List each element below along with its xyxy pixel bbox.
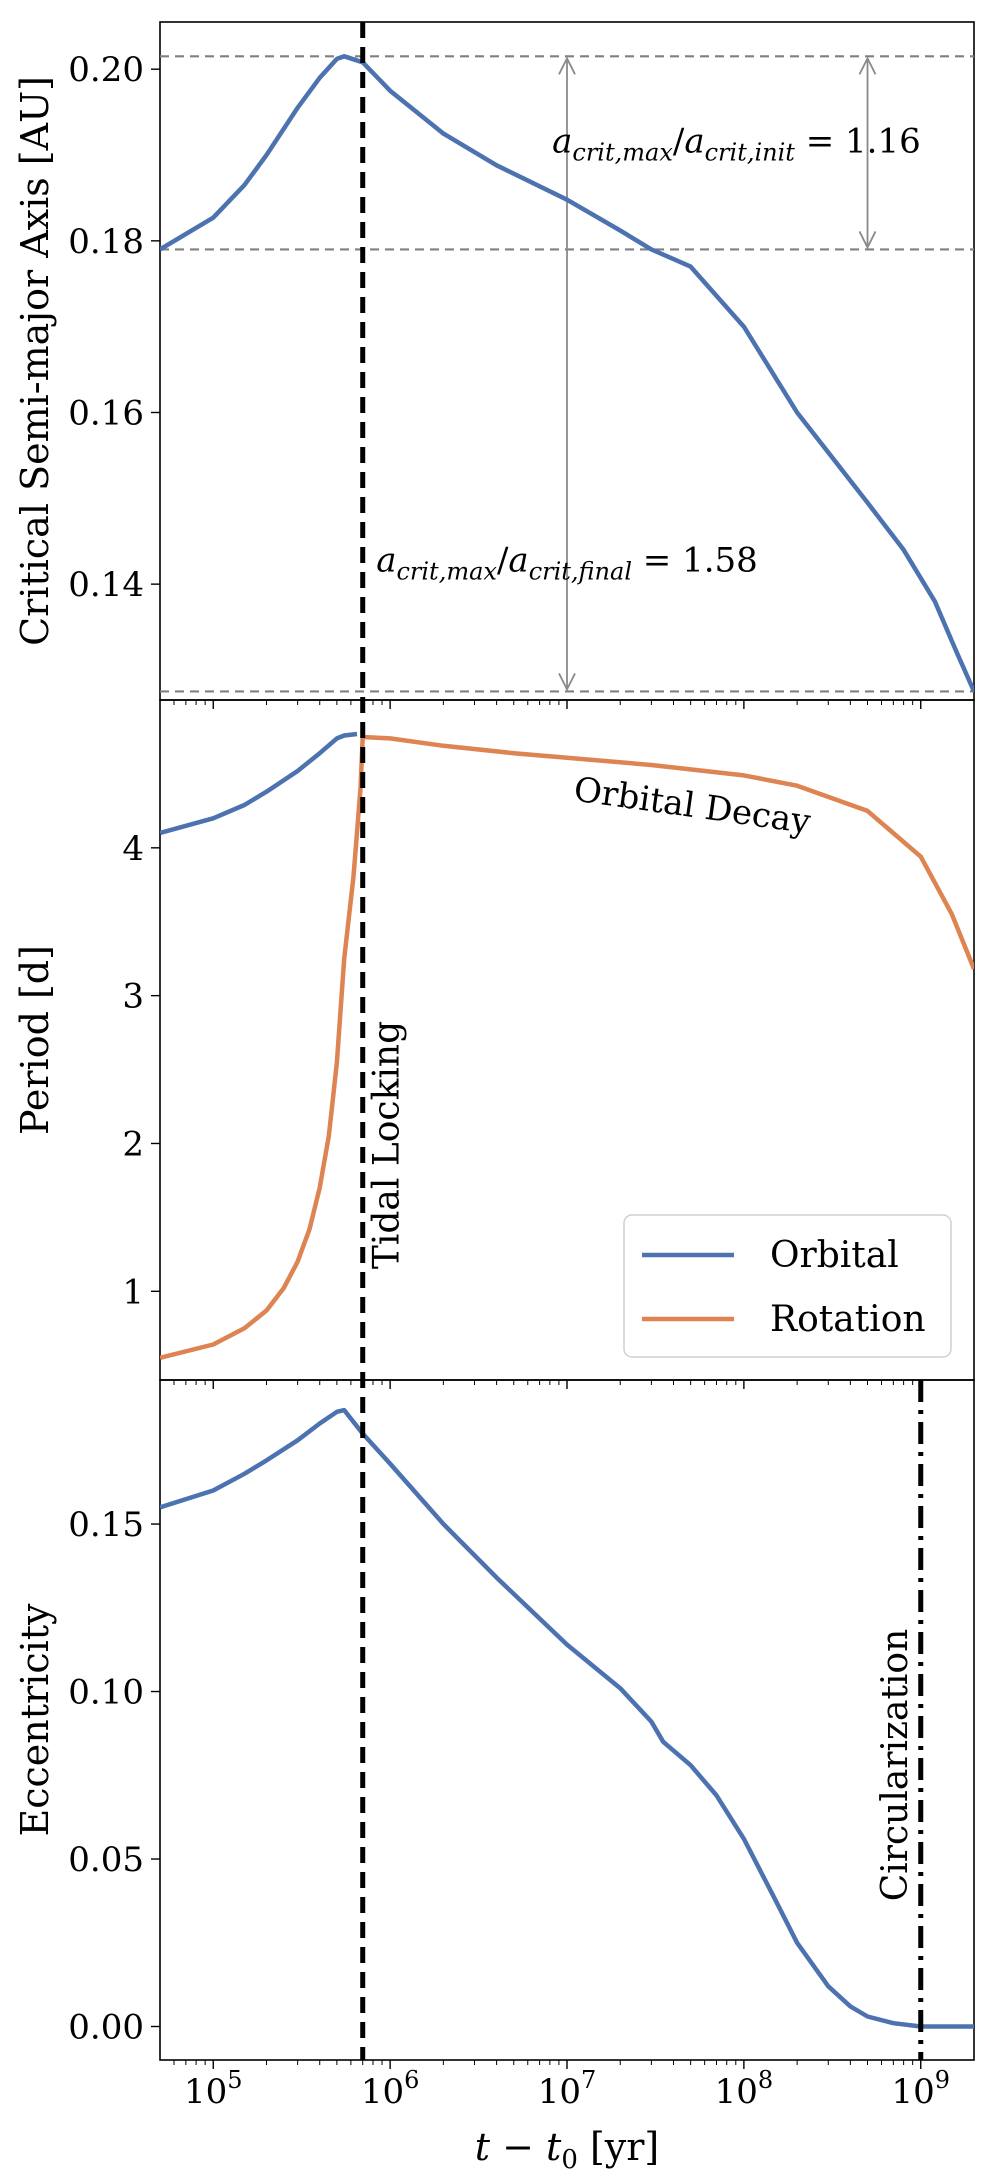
y-axis-label: Critical Semi-major Axis [AU] [13, 76, 57, 646]
plot-frame [159, 1379, 975, 2061]
shared-overlays: Tidal Locking [360, 22, 408, 2060]
x-tick-label: 105 [184, 2066, 243, 2112]
series-line-orbital [160, 54, 974, 693]
y-tick-label: 4 [122, 829, 144, 869]
y-tick-label: 1 [122, 1272, 144, 1312]
x-tick-label: 109 [891, 2066, 950, 2112]
legend-box [623, 1214, 952, 1358]
y-tick-label: 0.15 [68, 1505, 144, 1545]
y-tick-label: 0.00 [68, 2008, 144, 2048]
series-line-rotation [160, 734, 974, 1360]
y-tick-label: 0.14 [68, 565, 144, 605]
x-axis-label: t − t0 [yr] [475, 2125, 659, 2175]
x-tick-label: 108 [715, 2066, 774, 2112]
series-line-orbital [160, 1407, 974, 2029]
y-tick-label: 0.16 [68, 393, 144, 433]
y-tick-label: 0.05 [68, 1840, 144, 1880]
legend: Orbital Rotation [623, 1214, 952, 1358]
y-tick-label: 3 [122, 977, 144, 1017]
y-tick-label: 0.18 [68, 222, 144, 262]
y-axis-label: Eccentricity [13, 1603, 57, 1837]
x-tick-label: 106 [361, 2066, 420, 2112]
y-tick-label: 0.10 [68, 1673, 144, 1713]
series-line-orbital [160, 731, 358, 836]
annotation-ratio_init: acrit,max/acrit,init = 1.16 [552, 121, 921, 166]
ratio-arrow [858, 56, 877, 250]
y-tick-label: 0.20 [68, 50, 144, 90]
legend-label-orbital: Orbital [770, 1235, 899, 1276]
panel-critical-axis: 0.14 0.16 0.18 0.20 Critical Semi-major Axis… [13, 21, 975, 709]
tidal-locking-label: Tidal Locking [367, 1021, 408, 1269]
y-axis-label: Period [d] [13, 945, 57, 1135]
panel-eccentricity: 0.00 0.05 0.10 0.15 Eccentricity Circularizat… [13, 1379, 975, 2175]
vline-label-circularization: Circularization [875, 1629, 916, 1902]
y-tick-label: 2 [122, 1124, 144, 1164]
x-tick-label: 107 [538, 2066, 597, 2112]
ratio-arrow [558, 56, 576, 692]
annotation-ratio_final: acrit,max/acrit,final = 1.58 [376, 540, 758, 585]
legend-label-rotation: Rotation [770, 1299, 926, 1340]
